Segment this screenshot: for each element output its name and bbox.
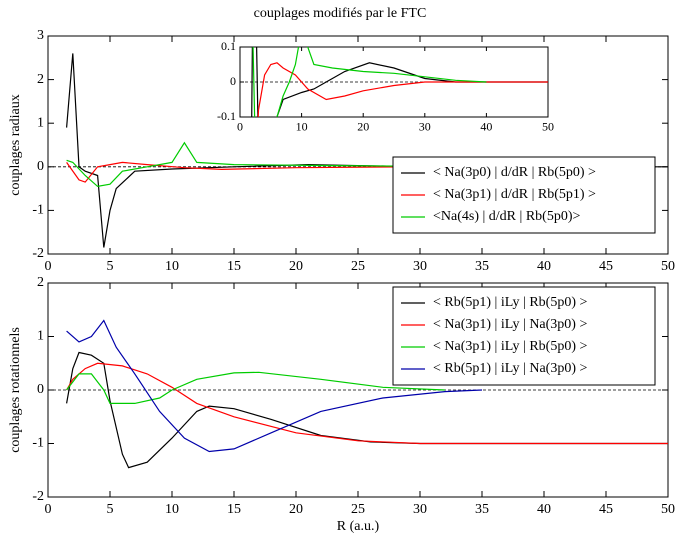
legend-label: < Na(3p0) | d/dR | Rb(5p0) > [433, 165, 596, 180]
x-tick-label: 40 [480, 120, 492, 134]
x-tick-label: 50 [542, 120, 554, 134]
x-tick-label: 10 [296, 120, 308, 134]
x-tick-label: 0 [237, 120, 243, 134]
x-tick-label: 15 [227, 259, 241, 274]
x-tick-label: 40 [537, 502, 551, 517]
series-line [66, 141, 483, 188]
legend-label: <Na(4s) | d/dR | Rb(5p0)> [433, 209, 580, 224]
x-tick-label: 0 [45, 502, 52, 517]
chart-title: couplages modifiés par le FTC [254, 6, 427, 21]
x-tick-label: 20 [289, 502, 303, 517]
legend-box [392, 286, 656, 386]
y-axis-label: couplages rotationnels [8, 327, 23, 453]
x-tick-label: 0 [45, 259, 52, 274]
y-tick-label: -2 [32, 246, 44, 261]
x-tick-label: 45 [599, 502, 613, 517]
x-tick-label: 20 [357, 120, 369, 134]
x-tick-label: 10 [165, 259, 179, 274]
y-tick-label: -1 [32, 203, 44, 218]
series-line [66, 362, 668, 445]
y-tick-label: -0.1 [217, 109, 236, 123]
y-tick-label: 2 [37, 72, 44, 87]
x-tick-label: 25 [351, 259, 365, 274]
x-tick-label: 20 [289, 259, 303, 274]
legend-box [392, 156, 656, 234]
x-tick-label: 25 [351, 502, 365, 517]
x-tick-label: 35 [475, 259, 489, 274]
x-tick-label: 10 [165, 502, 179, 517]
y-tick-label: 0 [37, 159, 44, 174]
y-tick-label: 1 [37, 115, 44, 130]
series-line [251, 47, 548, 117]
y-tick-label: 0.1 [221, 39, 236, 53]
y-axis-label: couplages radiaux [8, 94, 23, 195]
legend-label: < Na(3p1) | iLy | Na(3p0) > [433, 317, 587, 332]
x-tick-label: 30 [413, 259, 427, 274]
y-tick-label: -2 [32, 489, 44, 504]
series-line [252, 47, 487, 117]
legend-label: < Rb(5p1) | iLy | Na(3p0) > [433, 361, 587, 376]
x-tick-label: 50 [661, 259, 675, 274]
y-tick-label: 1 [37, 329, 44, 344]
x-tick-label: 50 [661, 502, 675, 517]
x-tick-label: 35 [475, 502, 489, 517]
legend-label: < Na(3p1) | d/dR | Rb(5p1) > [433, 187, 596, 202]
legend-label: < Rb(5p1) | iLy | Rb(5p0) > [433, 295, 587, 310]
x-tick-label: 45 [599, 259, 613, 274]
x-tick-label: 40 [537, 259, 551, 274]
y-tick-label: -1 [32, 436, 44, 451]
series-line [66, 371, 445, 404]
x-axis-label: R (a.u.) [337, 519, 380, 534]
x-tick-label: 15 [227, 502, 241, 517]
y-tick-label: 2 [37, 275, 44, 290]
y-tick-label: 0 [37, 382, 44, 397]
series-line [66, 319, 483, 453]
y-tick-label: 3 [37, 28, 44, 43]
x-tick-label: 30 [413, 502, 427, 517]
y-tick-label: 0 [230, 74, 236, 88]
legend-label: < Na(3p1) | iLy | Rb(5p0) > [433, 339, 587, 354]
series-line [257, 62, 548, 117]
x-tick-label: 5 [107, 502, 114, 517]
series-line [66, 161, 421, 183]
x-tick-label: 30 [419, 120, 431, 134]
x-tick-label: 5 [107, 259, 114, 274]
